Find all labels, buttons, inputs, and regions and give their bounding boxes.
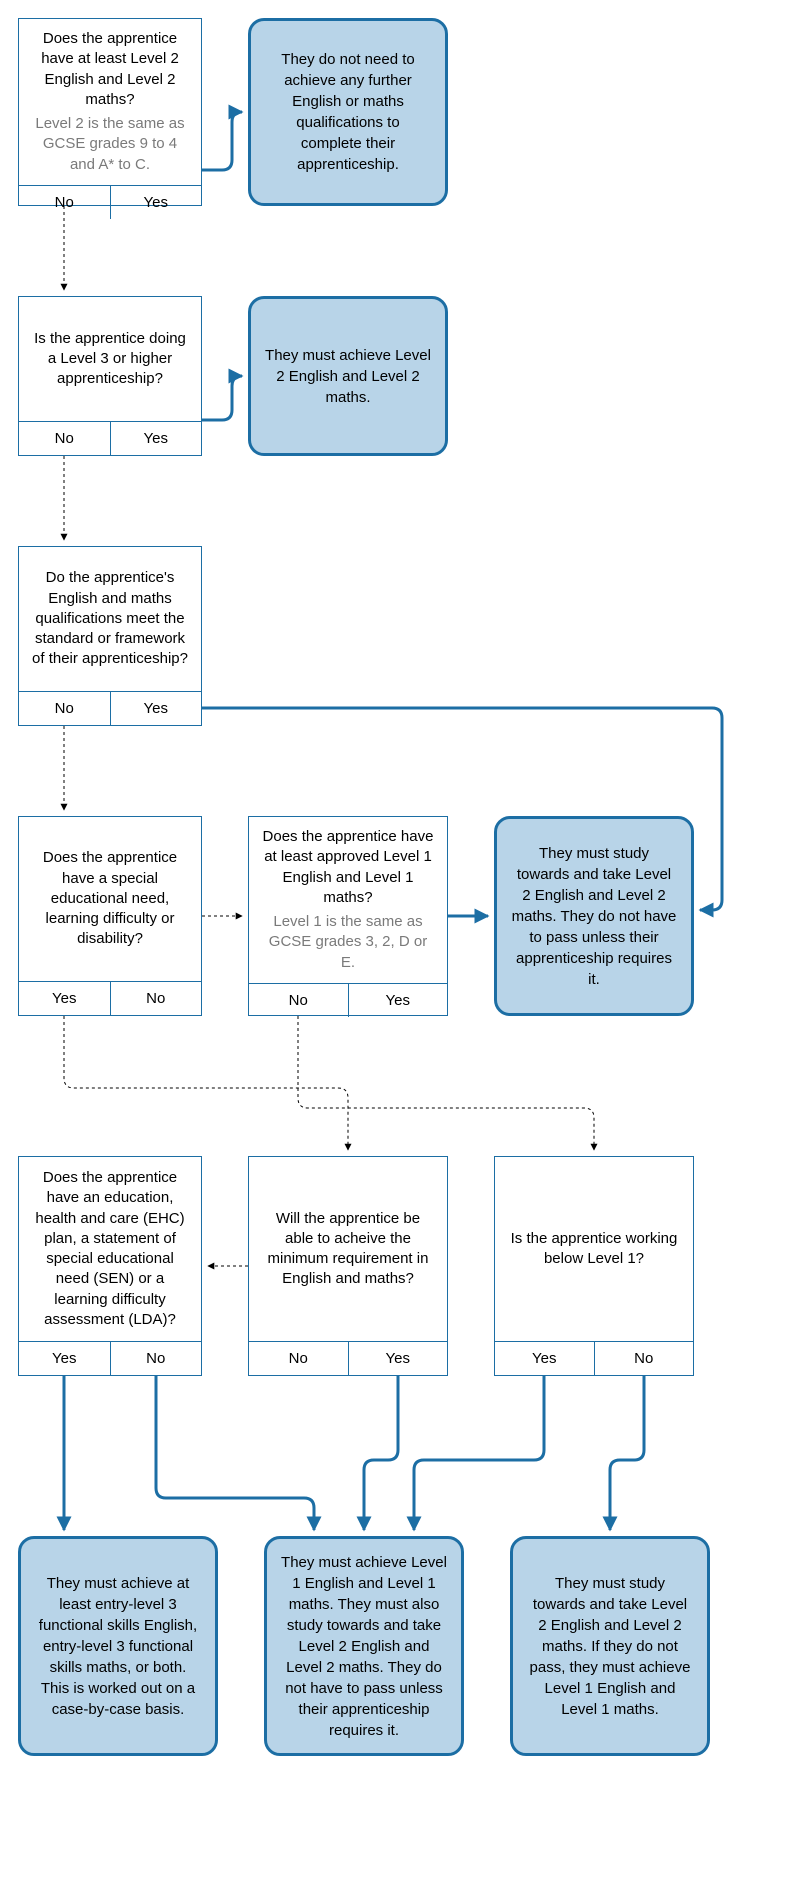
option-no: No [594,1342,694,1375]
options: Yes No [19,1341,201,1375]
options: No Yes [249,983,447,1017]
outcome-text: They must achieve Level 1 English and Le… [281,1552,447,1741]
option-yes: Yes [110,422,202,455]
outcome-text: They must achieve at least entry-level 3… [35,1573,201,1720]
q-sub: Level 2 is the same as GCSE grades 9 to … [31,114,189,175]
options: No Yes [19,185,201,219]
question-q8: Is the apprentice working below Level 1?… [494,1156,694,1376]
q-main: Is the apprentice working below Level 1? [507,1229,681,1270]
option-no: No [19,422,110,455]
question-text: Is the apprentice working below Level 1? [495,1157,693,1341]
question-text: Does the apprentice have an education, h… [19,1157,201,1341]
options: No Yes [19,691,201,725]
options: No Yes [19,421,201,455]
question-q3: Do the apprentice's English and maths qu… [18,546,202,726]
question-text: Does the apprentice have at least approv… [249,817,447,983]
option-no: No [249,1342,348,1375]
option-yes: Yes [495,1342,594,1375]
option-yes: Yes [348,984,448,1017]
option-no: No [249,984,348,1017]
option-no: No [110,982,202,1015]
outcome-o1: They do not need to achieve any further … [248,18,448,206]
outcome-text: They must achieve Level 2 English and Le… [265,345,431,408]
option-yes: Yes [19,982,110,1015]
option-yes: Yes [110,692,202,725]
outcome-o5: They must achieve Level 1 English and Le… [264,1536,464,1756]
option-no: No [19,692,110,725]
q-main: Do the apprentice's English and maths qu… [31,568,189,669]
question-q5: Does the apprentice have at least approv… [248,816,448,1016]
question-text: Will the apprentice be able to acheive t… [249,1157,447,1341]
question-text: Is the apprentice doing a Level 3 or hig… [19,297,201,421]
outcome-o2: They must achieve Level 2 English and Le… [248,296,448,456]
question-q2: Is the apprentice doing a Level 3 or hig… [18,296,202,456]
option-yes: Yes [348,1342,448,1375]
option-no: No [110,1342,202,1375]
question-q4: Does the apprentice have a special educa… [18,816,202,1016]
q-main: Will the apprentice be able to acheive t… [261,1209,435,1290]
outcome-o4: They must achieve at least entry-level 3… [18,1536,218,1756]
outcome-o6: They must study towards and take Level 2… [510,1536,710,1756]
q-main: Is the apprentice doing a Level 3 or hig… [31,329,189,390]
option-no: No [19,186,110,219]
options: No Yes [249,1341,447,1375]
question-q6: Does the apprentice have an education, h… [18,1156,202,1376]
question-text: Do the apprentice's English and maths qu… [19,547,201,691]
option-yes: Yes [19,1342,110,1375]
question-q7: Will the apprentice be able to acheive t… [248,1156,448,1376]
option-yes: Yes [110,186,202,219]
question-q1: Does the apprentice have at least Level … [18,18,202,206]
outcome-text: They do not need to achieve any further … [265,49,431,175]
question-text: Does the apprentice have at least Level … [19,19,201,185]
outcome-text: They must study towards and take Level 2… [511,843,677,990]
question-text: Does the apprentice have a special educa… [19,817,201,981]
options: Yes No [19,981,201,1015]
q-sub: Level 1 is the same as GCSE grades 3, 2,… [261,912,435,973]
q-main: Does the apprentice have a special educa… [31,848,189,949]
q-main: Does the apprentice have at least approv… [261,827,435,908]
outcome-text: They must study towards and take Level 2… [527,1573,693,1720]
options: Yes No [495,1341,693,1375]
q-main: Does the apprentice have at least Level … [31,29,189,110]
flowchart-canvas: Does the apprentice have at least Level … [0,0,801,1901]
outcome-o3: They must study towards and take Level 2… [494,816,694,1016]
q-main: Does the apprentice have an education, h… [31,1168,189,1330]
